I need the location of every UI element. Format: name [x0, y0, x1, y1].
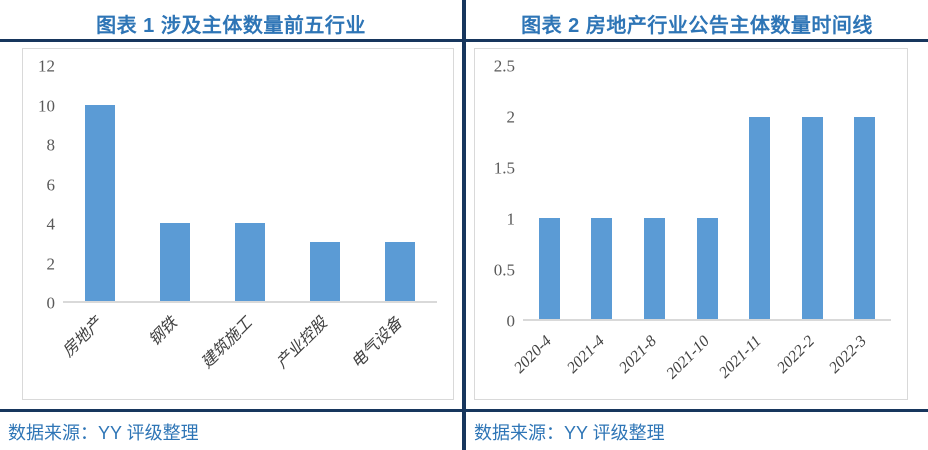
bar-2021-10 — [696, 217, 718, 319]
x-label-slot: 2020-4 — [511, 321, 576, 395]
bar-slot — [681, 66, 734, 319]
chart-plot-area: 0 0.5 1 1.5 2 2.5 — [475, 58, 907, 330]
figure-1-chart-frame: 0 2 4 6 8 10 12 房地产 钢铁 建筑施工 产业控股 电气设备 — [22, 48, 454, 400]
bar-房地产 — [85, 105, 116, 301]
x-label-slot: 建筑施工 — [198, 303, 288, 395]
bar-电气设备 — [384, 242, 415, 301]
x-label-slot: 2022-2 — [774, 321, 839, 395]
bar-slot — [362, 66, 437, 301]
bars-container — [63, 66, 437, 301]
bar-2021-8 — [643, 217, 665, 319]
x-label-slot: 电气设备 — [348, 303, 437, 395]
chart-plot-area: 0 2 4 6 8 10 12 — [23, 58, 453, 312]
bars-container — [523, 66, 891, 319]
y-tick-label: 0.5 — [493, 260, 515, 280]
y-tick-label: 0 — [506, 311, 516, 331]
figure-2-source-row: 数据来源：YY 评级整理 — [466, 412, 928, 445]
figure-1-bar-chart: 0 2 4 6 8 10 12 房地产 钢铁 建筑施工 产业控股 电气设备 — [23, 58, 453, 395]
bar-2022-2 — [801, 116, 823, 319]
bar-2022-3 — [854, 116, 876, 319]
figure-2-chart-frame: 0 0.5 1 1.5 2 2.5 2020-4 2021-4 2021-8 2021-10 20… — [474, 48, 908, 400]
figure-1-source-row: 数据来源：YY 评级整理 — [0, 412, 462, 445]
bar-slot — [213, 66, 288, 301]
y-tick-label: 2 — [506, 107, 516, 127]
y-axis: 0 0.5 1 1.5 2 2.5 — [475, 58, 523, 330]
y-tick-label: 2 — [46, 254, 56, 274]
y-tick-label: 10 — [38, 96, 55, 115]
figure-1-panel: 图表 1 涉及主体数量前五行业 0 2 4 6 8 10 12 房地产 钢铁 建筑施工 产业控股电… — [0, 0, 462, 450]
x-tick-label: 钢铁 — [146, 314, 181, 350]
x-tick-label: 2020-4 — [510, 332, 555, 377]
bar-slot — [838, 66, 891, 319]
figure-2-top-rule — [466, 39, 928, 42]
figure-2-title: 图表 2 房地产行业公告主体数量时间线 — [521, 15, 873, 37]
figure-2-source-label: 数据来源：YY 评级整理 — [474, 423, 665, 443]
y-tick-label: 4 — [46, 214, 56, 234]
bar-2021-4 — [591, 217, 613, 319]
x-label-slot: 2021-8 — [616, 321, 681, 395]
y-axis: 0 2 4 6 8 10 12 — [23, 58, 63, 312]
y-tick-label: 6 — [46, 175, 56, 194]
x-axis-labels: 2020-4 2021-4 2021-8 2021-10 2021-11 2022-2 20… — [511, 321, 891, 395]
y-tick-label: 2.5 — [493, 56, 515, 76]
bar-slot — [287, 66, 362, 301]
plot — [63, 66, 437, 303]
plot — [523, 66, 891, 321]
y-tick-label: 12 — [38, 56, 55, 76]
x-label-slot: 钢铁 — [138, 303, 213, 395]
y-tick-label: 1.5 — [493, 158, 515, 178]
x-label-slot: 2022-3 — [826, 321, 891, 395]
bar-slot — [733, 66, 786, 319]
bar-钢铁 — [160, 222, 191, 301]
figure-2-panel: 图表 2 房地产行业公告主体数量时间线 0 0.5 1 1.5 2 2.5 2020-4 2… — [466, 0, 928, 450]
bar-slot — [63, 66, 138, 301]
x-label-slot: 产业控股 — [273, 303, 362, 395]
figure-1-bottom-rule — [0, 409, 462, 412]
x-label-slot: 2021-11 — [716, 321, 786, 395]
bar-建筑施工 — [235, 222, 265, 301]
x-axis-labels: 房地产 钢铁 建筑施工 产业控股 电气设备 — [60, 303, 437, 395]
bar-产业控股 — [309, 242, 340, 301]
bar-slot — [523, 66, 576, 319]
bar-slot — [138, 66, 213, 301]
column-divider — [462, 0, 466, 450]
figure-2-bar-chart: 0 0.5 1 1.5 2 2.5 2020-4 2021-4 2021-8 2021-10 20… — [475, 58, 907, 395]
figure-1-title: 图表 1 涉及主体数量前五行业 — [96, 15, 366, 37]
x-label-slot: 房地产 — [60, 303, 138, 395]
x-tick-label: 房地产 — [60, 314, 107, 361]
y-tick-label: 1 — [506, 209, 516, 229]
figure-1-top-rule — [0, 39, 462, 42]
x-label-slot: 2021-4 — [563, 321, 629, 395]
bar-2021-11 — [749, 116, 771, 319]
figure-1-source-label: 数据来源：YY 评级整理 — [8, 423, 199, 443]
bar-slot — [576, 66, 629, 319]
y-tick-label: 0 — [46, 293, 56, 313]
figure-2-bottom-rule — [466, 409, 928, 412]
y-tick-label: 8 — [46, 135, 56, 155]
bar-2020-4 — [538, 217, 560, 319]
bar-slot — [786, 66, 839, 319]
bar-slot — [628, 66, 681, 319]
